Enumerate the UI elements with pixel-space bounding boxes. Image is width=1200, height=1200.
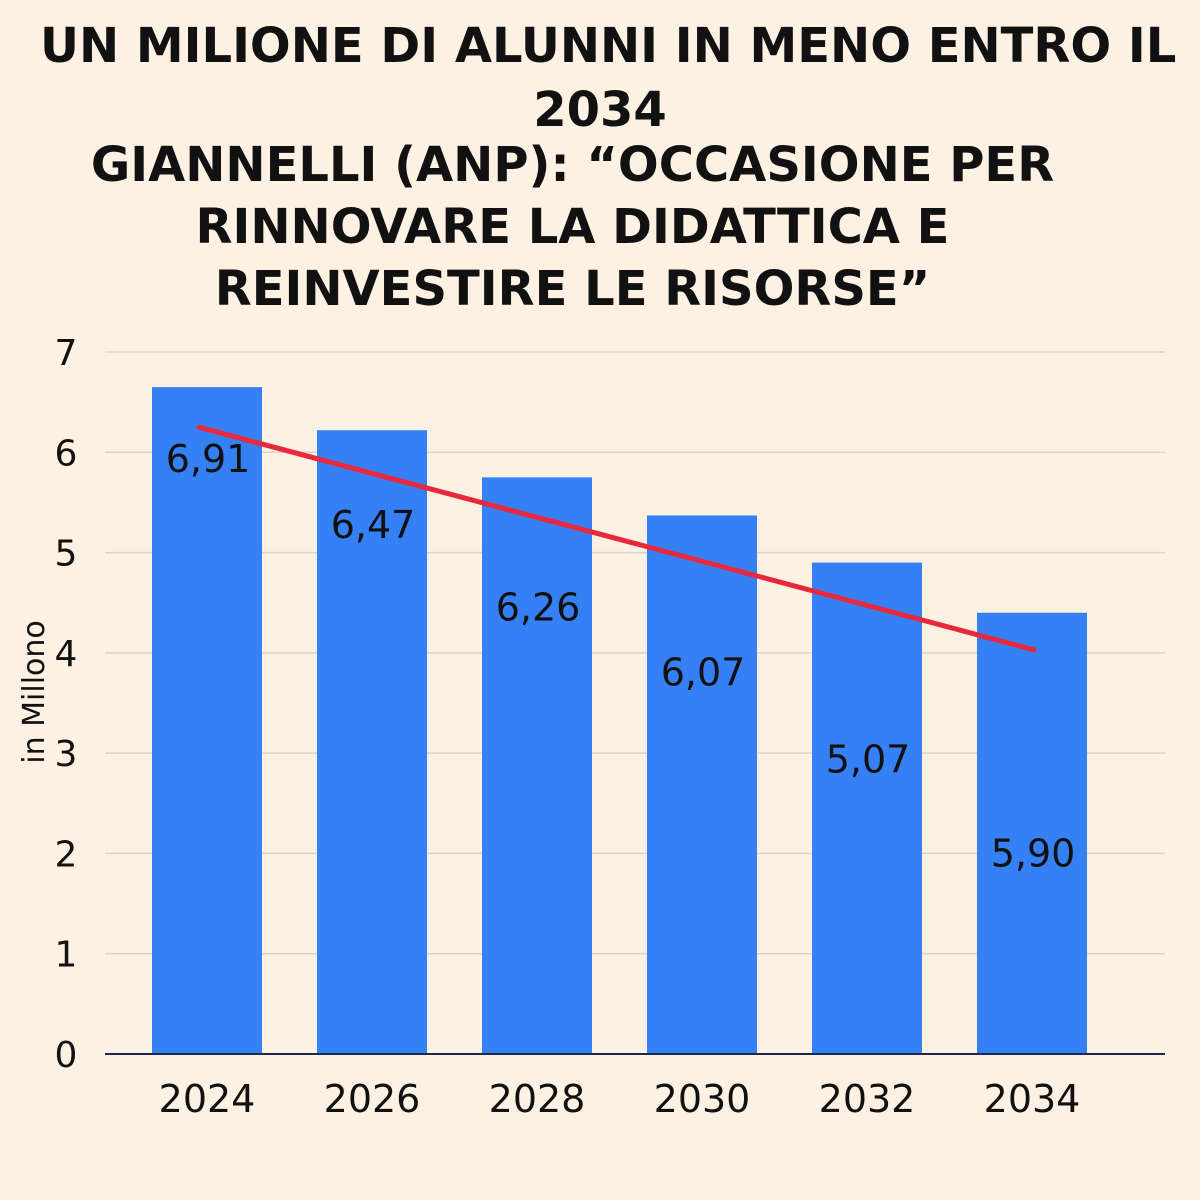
chart-title: UN MILIONE DI ALUNNI IN MENO ENTRO IL 20…	[40, 14, 1177, 142]
data-label: 6,26	[496, 585, 581, 629]
data-labels: 6,91 6,47 6,26 6,07 5,07 5,90	[166, 437, 1076, 876]
y-tick-label: 3	[55, 734, 78, 775]
x-tick-label: 2034	[984, 1077, 1081, 1121]
bars	[152, 387, 1087, 1055]
bar	[977, 612, 1087, 1054]
bar	[317, 430, 427, 1054]
data-label: 5,07	[826, 738, 911, 782]
x-tick-label: 2028	[489, 1077, 586, 1121]
data-label: 6,91	[166, 437, 251, 481]
x-tick-label: 2032	[819, 1077, 916, 1121]
gridlines	[105, 351, 1165, 955]
bar	[812, 562, 922, 1054]
y-tick-label: 7	[55, 333, 78, 374]
data-label: 6,07	[661, 650, 746, 694]
x-tick-label: 2024	[159, 1077, 256, 1121]
bar	[647, 515, 757, 1054]
y-tick-label: 2	[55, 834, 78, 875]
trend-line-group	[196, 424, 1037, 653]
x-tick-label: 2026	[324, 1077, 421, 1121]
y-tick-label: 4	[55, 634, 78, 675]
x-tick-label: 2030	[654, 1077, 751, 1121]
chart-subtitle: GIANNELLI (ANP): “OCCASIONE PER RINNOVAR…	[80, 134, 1065, 320]
title-line-1: UN MILIONE DI ALUNNI IN MENO ENTRO IL	[40, 18, 1177, 74]
y-tick-label: 0	[55, 1035, 78, 1076]
data-label: 6,47	[331, 503, 416, 547]
subtitle-line-3: REINVESTIRE LE RISORSE”	[214, 261, 931, 317]
y-tick-label: 6	[55, 433, 78, 474]
y-tick-label: 1	[55, 935, 78, 976]
bar	[482, 477, 592, 1054]
title-line-2: 2034	[533, 82, 667, 138]
y-axis-label: in Millono	[17, 620, 52, 764]
y-tick-label: 5	[55, 534, 78, 575]
data-label: 5,90	[991, 832, 1076, 876]
bar	[152, 387, 262, 1055]
subtitle-line-1: GIANNELLI (ANP): “OCCASIONE PER	[90, 137, 1055, 193]
subtitle-line-2: RINNOVARE LA DIDATTICA E	[195, 199, 950, 255]
trend-line	[196, 424, 1037, 653]
axes: 0 1 2 3 4 5 6 7 2024 2026 2028 2030 2032 2034	[55, 333, 1165, 1121]
